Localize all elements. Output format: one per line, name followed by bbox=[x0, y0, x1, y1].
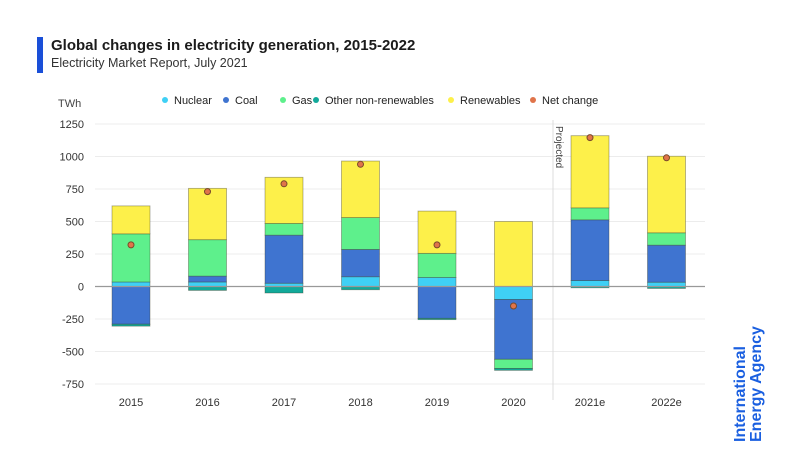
legend-marker bbox=[313, 97, 319, 103]
legend-marker bbox=[162, 97, 168, 103]
bar-coal bbox=[264, 234, 304, 284]
bar-nuclear bbox=[341, 276, 380, 287]
x-tick-label: 2019 bbox=[425, 397, 449, 409]
y-tick-label: 1000 bbox=[60, 152, 84, 164]
bar-gas bbox=[111, 233, 151, 283]
bar-gas bbox=[494, 358, 533, 369]
bar-nuclear bbox=[570, 280, 610, 287]
bar-gas bbox=[188, 239, 227, 277]
bar-other-non-renewables bbox=[264, 286, 304, 294]
bar-coal bbox=[417, 286, 457, 319]
net-change-marker bbox=[357, 160, 364, 168]
bar-other-non-renewables bbox=[494, 367, 533, 371]
bar-renewables bbox=[570, 135, 610, 209]
bar-renewables bbox=[188, 187, 227, 241]
bar-coal bbox=[341, 249, 380, 278]
bar-coal bbox=[570, 219, 610, 281]
bar-coal bbox=[647, 244, 686, 283]
bar-renewables bbox=[494, 221, 533, 287]
bar-coal bbox=[111, 286, 151, 325]
bar-nuclear bbox=[417, 276, 457, 287]
x-tick-label: 2022e bbox=[651, 397, 682, 409]
bar-nuclear bbox=[111, 281, 151, 287]
y-tick-label: 500 bbox=[66, 217, 84, 229]
net-change-marker bbox=[127, 241, 135, 249]
bar-nuclear bbox=[647, 281, 686, 287]
legend-label: Net change bbox=[542, 95, 598, 107]
chart-title: Global changes in electricity generation… bbox=[51, 37, 416, 54]
legend-label: Renewables bbox=[460, 95, 521, 107]
title-accent-bar bbox=[37, 37, 43, 73]
x-tick-label: 2015 bbox=[119, 397, 143, 409]
net-change-marker bbox=[663, 154, 670, 162]
projected-label: Projected bbox=[553, 126, 564, 168]
bar-gas bbox=[570, 207, 610, 221]
legend-label: Nuclear bbox=[174, 95, 212, 107]
bar-other-non-renewables bbox=[111, 323, 151, 327]
net-change-marker bbox=[204, 188, 211, 196]
y-tick-label: 250 bbox=[66, 249, 84, 261]
bar-gas bbox=[647, 232, 686, 246]
bar-renewables bbox=[341, 160, 380, 219]
y-tick-label: -500 bbox=[62, 347, 84, 359]
bar-renewables bbox=[647, 155, 686, 234]
x-tick-label: 2018 bbox=[348, 397, 372, 409]
legend-label: Gas bbox=[292, 95, 313, 107]
y-tick-label: 750 bbox=[66, 184, 84, 196]
net-change-marker bbox=[510, 302, 517, 310]
legend-label: Coal bbox=[235, 95, 258, 107]
legend-marker bbox=[448, 97, 454, 103]
y-tick-label: 0 bbox=[78, 282, 84, 294]
x-tick-label: 2016 bbox=[195, 397, 219, 409]
x-tick-label: 2020 bbox=[501, 397, 525, 409]
chart-subtitle: Electricity Market Report, July 2021 bbox=[51, 56, 248, 70]
net-change-marker bbox=[586, 134, 594, 142]
x-tick-label: 2021e bbox=[575, 397, 606, 409]
net-change-marker bbox=[280, 180, 288, 188]
y-tick-label: -250 bbox=[62, 314, 84, 326]
legend-marker bbox=[223, 97, 229, 103]
x-tick-label: 2017 bbox=[272, 397, 296, 409]
bar-renewables bbox=[111, 205, 151, 235]
legend-label: Other non-renewables bbox=[325, 95, 434, 107]
bar-nuclear bbox=[188, 281, 227, 287]
legend-marker bbox=[530, 97, 536, 103]
bar-gas bbox=[264, 223, 304, 236]
bar-gas bbox=[417, 252, 457, 278]
bar-other-non-renewables bbox=[417, 317, 457, 321]
y-tick-label: -750 bbox=[62, 379, 84, 391]
y-unit-label: TWh bbox=[58, 98, 81, 110]
iea-logo: International Energy Agency bbox=[732, 326, 765, 442]
y-tick-label: 1250 bbox=[60, 119, 84, 131]
bar-nuclear bbox=[494, 286, 533, 300]
bar-gas bbox=[341, 217, 380, 250]
legend-marker bbox=[280, 97, 286, 103]
net-change-marker bbox=[433, 241, 441, 249]
bar-renewables bbox=[264, 176, 304, 224]
bar-coal bbox=[188, 275, 227, 283]
